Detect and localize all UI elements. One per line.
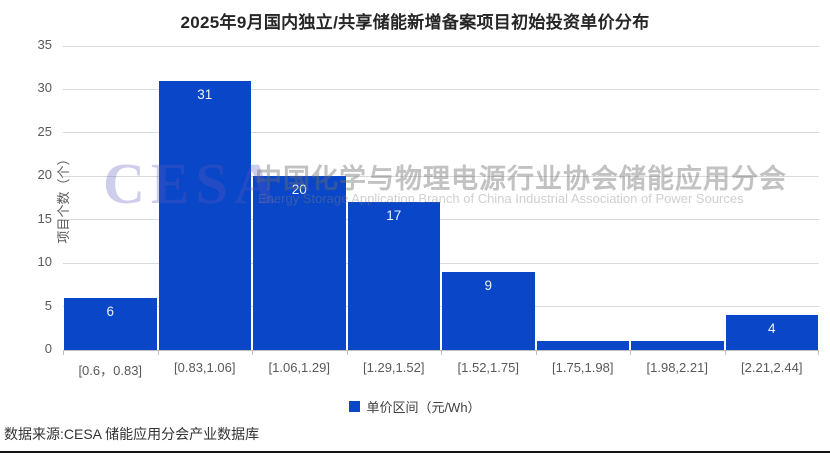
y-tick-label: 15 [37, 210, 52, 226]
x-tick-label: [1.06,1.29] [268, 360, 330, 375]
bar [536, 341, 629, 350]
bar [725, 315, 818, 350]
x-tick-label: [1.52,1.75] [457, 360, 519, 375]
legend: 单价区间（元/Wh） [0, 397, 830, 416]
bar [631, 341, 724, 350]
x-tick-mark [441, 350, 442, 355]
gridline [63, 262, 819, 264]
bar-value-label: 9 [484, 277, 492, 293]
x-tick-label: [1.75,1.98] [552, 360, 614, 375]
x-tick-label: [0.6，0.83] [78, 363, 143, 378]
x-tick-mark [346, 350, 348, 355]
y-tick-label: 25 [37, 123, 52, 139]
x-tick-label: [1.29,1.52] [363, 360, 425, 375]
bar [347, 202, 440, 350]
x-tick-label: [2.21,2.44] [741, 360, 803, 375]
bar [64, 297, 157, 350]
legend-swatch-icon [349, 401, 361, 412]
bar-value-label: 6 [106, 303, 114, 319]
bar-value-label: 31 [197, 86, 213, 102]
x-tick-mark [157, 350, 159, 355]
bottom-divider [0, 451, 830, 453]
gridline [63, 219, 819, 221]
chart-title: 2025年9月国内独立/共享储能新增备案项目初始投资单价分布 [180, 13, 650, 32]
x-tick-mark [818, 350, 819, 355]
x-tick-label: [0.83,1.06] [174, 360, 236, 375]
y-tick-label: 30 [37, 80, 52, 96]
x-tick-mark [724, 350, 726, 355]
gridline [63, 306, 819, 308]
x-tick-mark [252, 350, 253, 355]
x-tick-label: [1.98,2.21] [646, 360, 708, 375]
y-tick-label: 35 [37, 37, 52, 52]
gridline [63, 45, 819, 47]
y-tick-label: 5 [44, 297, 52, 313]
bar [253, 176, 346, 350]
y-axis-title: 项目个数（个） [56, 152, 72, 244]
gridline [63, 88, 819, 90]
x-tick-mark [535, 350, 537, 355]
gridline [63, 132, 819, 134]
legend-label: 单价区间（元/Wh） [366, 400, 481, 415]
y-tick-label: 0 [44, 341, 52, 356]
bar [442, 271, 535, 350]
gridline [63, 175, 819, 177]
y-tick-label: 10 [37, 254, 52, 270]
bar [158, 80, 251, 350]
y-tick-label: 20 [37, 167, 52, 183]
data-source-note: 数据来源:CESA 储能应用分会产业数据库 [4, 426, 260, 442]
bar-value-label: 17 [386, 208, 402, 224]
x-tick-mark [63, 350, 64, 355]
bar-value-label: 4 [767, 321, 776, 337]
x-tick-mark [630, 350, 631, 355]
plot-area: 项目个数（个） 6 31 20 17 9 4 [0.6，0.83] [0.83,1.06] [… [38, 37, 819, 378]
bar-value-label: 20 [291, 182, 307, 198]
